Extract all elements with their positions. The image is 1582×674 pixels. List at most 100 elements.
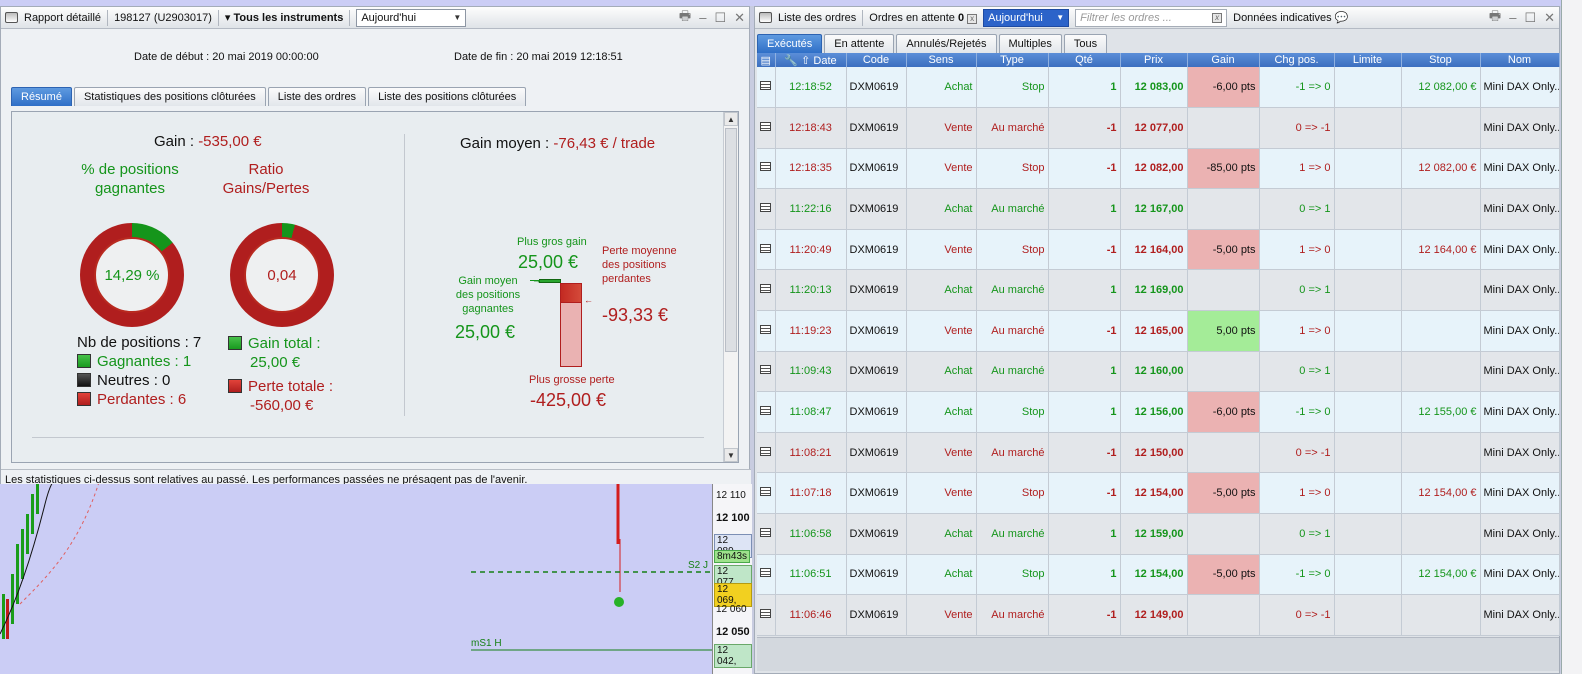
print-icon[interactable]: 🖶 — [678, 7, 692, 23]
orders-period-select[interactable]: Aujourd'hui ▼ — [983, 8, 1070, 27]
order-detail-icon[interactable] — [760, 365, 772, 375]
column-gain[interactable]: Gain — [1187, 53, 1260, 67]
tab-multiple[interactable]: Multiples — [998, 34, 1062, 53]
total-gain-label: Gain total : — [228, 335, 321, 352]
cell-limite — [1334, 432, 1402, 474]
table-row[interactable]: 12:18:43 DXM0619 Vente Au marché -1 12 077,00… — [757, 107, 1560, 149]
price-axis[interactable]: 12 110 12 100 12 089, 8m43s 12 077, 12 0… — [712, 484, 752, 674]
tab-pending[interactable]: En attente — [824, 34, 895, 53]
cell-qty: -1 — [1048, 472, 1121, 515]
order-detail-icon[interactable] — [760, 121, 772, 131]
minimize-icon[interactable]: – — [1509, 10, 1517, 25]
tab-resume[interactable]: Résumé — [11, 87, 72, 106]
cell-stop: 12 164,00 € — [1401, 229, 1481, 271]
order-detail-icon[interactable] — [760, 203, 772, 213]
table-row[interactable]: 11:06:58 DXM0619 Achat Au marché 1 12 159,00 0… — [757, 513, 1560, 555]
table-row[interactable]: 11:08:21 DXM0619 Vente Au marché -1 12 150,00… — [757, 432, 1560, 474]
table-row[interactable]: 11:06:51 DXM0619 Achat Stop 1 12 154,00 -5,00 … — [757, 554, 1560, 596]
column-stop[interactable]: Stop — [1401, 53, 1481, 67]
orders-filter-input[interactable]: Filtrer les ordres ... x — [1075, 8, 1228, 27]
pending-clear-icon[interactable]: x — [967, 13, 978, 24]
neutral-count: Neutres : 0 — [77, 372, 170, 389]
summary-scrollbar[interactable]: ▲ ▼ — [723, 112, 738, 462]
print-icon[interactable]: 🖶 — [1488, 7, 1502, 23]
cell-type: Au marché — [976, 107, 1049, 149]
column-code[interactable]: Code — [846, 53, 907, 67]
order-detail-icon[interactable] — [760, 568, 772, 578]
cell-price: 12 082,00 — [1120, 148, 1188, 190]
order-detail-icon[interactable] — [760, 243, 772, 253]
table-row[interactable]: 11:07:18 DXM0619 Vente Stop -1 12 154,00 -5,00… — [757, 472, 1560, 515]
biggest-loss-value: -425,00 € — [530, 390, 607, 410]
cell-limite — [1334, 229, 1402, 271]
order-detail-icon[interactable] — [760, 324, 772, 334]
cell-chg-pos: 1 => 0 — [1259, 310, 1335, 352]
maximize-icon[interactable]: ☐ — [714, 9, 727, 25]
price-tick: 12 110 — [716, 490, 746, 501]
column-icon-header[interactable]: ▤ — [757, 53, 776, 67]
cell-stop: 12 154,00 € — [1401, 554, 1481, 596]
column-price[interactable]: Prix — [1120, 53, 1188, 67]
order-detail-icon[interactable] — [760, 406, 772, 416]
table-row[interactable]: 11:06:46 DXM0619 Vente Au marché -1 12 149,00… — [757, 594, 1560, 636]
table-row[interactable]: 12:18:35 DXM0619 Vente Stop -1 12 082,00 -85,0… — [757, 148, 1560, 190]
cell-gain — [1187, 351, 1260, 393]
cell-gain — [1187, 188, 1260, 230]
info-bubble-icon[interactable]: 💬 — [1334, 12, 1349, 24]
minimize-icon[interactable]: – — [699, 10, 707, 25]
order-detail-icon[interactable] — [760, 81, 772, 91]
ratio-title: Ratio Gains/Pertes — [222, 161, 310, 197]
order-detail-icon[interactable] — [760, 284, 772, 294]
column-sens[interactable]: Sens — [906, 53, 977, 67]
tab-stats-closed[interactable]: Statistiques des positions clôturées — [73, 87, 266, 106]
order-detail-icon[interactable] — [760, 162, 772, 172]
pending-orders[interactable]: Ordres en attente 0 x — [869, 12, 978, 24]
column-nom[interactable]: Nom — [1480, 53, 1560, 67]
order-detail-icon[interactable] — [760, 487, 772, 497]
tab-closed-positions[interactable]: Liste des positions clôturées — [368, 87, 527, 106]
close-icon[interactable]: ✕ — [1544, 9, 1555, 25]
scroll-thumb[interactable] — [725, 128, 737, 352]
instruments-dropdown[interactable]: ▾ Tous les instruments — [224, 12, 344, 24]
cell-type: Stop — [976, 391, 1049, 433]
legend-green-icon — [77, 354, 91, 368]
tab-cancelled[interactable]: Annulés/Rejetés — [896, 34, 997, 53]
column-qty[interactable]: Qté — [1048, 53, 1121, 67]
table-row[interactable]: 12:18:52 DXM0619 Achat Stop 1 12 083,00 -6,00 … — [757, 67, 1560, 109]
right-edge-panel — [1561, 0, 1582, 674]
column-type[interactable]: Type — [976, 53, 1049, 67]
cell-sens: Achat — [906, 67, 977, 109]
dashed-average-line — [19, 484, 99, 605]
clear-filter-icon[interactable]: x — [1212, 12, 1223, 23]
cell-gain — [1187, 513, 1260, 555]
cell-price: 12 150,00 — [1120, 432, 1188, 474]
report-title: Rapport détaillé — [24, 11, 102, 24]
scroll-up-icon[interactable]: ▲ — [724, 112, 738, 126]
tab-all[interactable]: Tous — [1063, 34, 1108, 53]
cell-limite — [1334, 594, 1402, 636]
column-limite[interactable]: Limite — [1334, 53, 1402, 67]
period-select[interactable]: Aujourd'hui ▼ — [356, 8, 467, 27]
order-marker-icon[interactable] — [614, 597, 624, 607]
price-chart[interactable]: S2 J mS1 H 12 110 12 100 12 089, 8m43s 1… — [0, 484, 752, 674]
orders-table: ▤ 🔧 ⇧ Date Code Sens Type Qté Prix Gain … — [757, 53, 1560, 636]
cell-type: Au marché — [976, 188, 1049, 230]
order-detail-icon[interactable] — [760, 609, 772, 619]
scroll-down-icon[interactable]: ▼ — [724, 448, 738, 462]
table-row[interactable]: 11:09:43 DXM0619 Achat Au marché 1 12 160,00 0… — [757, 351, 1560, 393]
tab-orders-list[interactable]: Liste des ordres — [267, 87, 367, 106]
table-row[interactable]: 11:22:16 DXM0619 Achat Au marché 1 12 167,00 0… — [757, 188, 1560, 230]
order-detail-icon[interactable] — [760, 527, 772, 537]
table-row[interactable]: 11:20:49 DXM0619 Vente Stop -1 12 164,00 -5,00… — [757, 229, 1560, 271]
column-chg-pos[interactable]: Chg pos. — [1259, 53, 1335, 67]
tab-executed[interactable]: Exécutés — [757, 34, 823, 53]
order-detail-icon[interactable] — [760, 446, 772, 456]
maximize-icon[interactable]: ☐ — [1524, 9, 1537, 25]
table-row[interactable]: 11:19:23 DXM0619 Vente Au marché -1 12 165,00… — [757, 310, 1560, 352]
account-label[interactable]: 198127 (U2903017) — [114, 11, 212, 24]
table-row[interactable]: 11:20:13 DXM0619 Achat Au marché 1 12 169,00 0… — [757, 269, 1560, 312]
column-date[interactable]: 🔧 ⇧ Date — [775, 53, 847, 67]
close-icon[interactable]: ✕ — [734, 9, 745, 25]
orders-icon — [759, 12, 772, 23]
table-row[interactable]: 11:08:47 DXM0619 Achat Stop 1 12 156,00 -6,00 … — [757, 391, 1560, 433]
